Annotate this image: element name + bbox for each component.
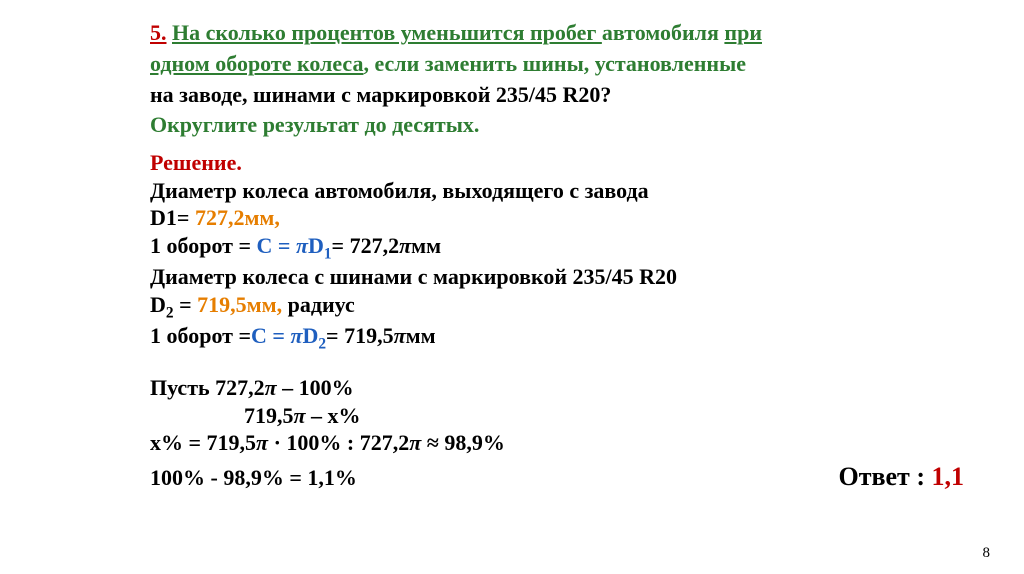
page-number: 8 (983, 545, 991, 562)
sol-d2-desc: Диаметр колеса с шинами с маркировкой 23… (150, 263, 964, 291)
r1-pi2: π (399, 233, 411, 258)
let2-pi: π (294, 403, 306, 428)
answer-block: Ответ : 1,1 (838, 461, 964, 494)
d1-pre: D1= (150, 205, 195, 230)
r2-unit: мм (406, 323, 436, 348)
x-a: х% = 719,5 (150, 430, 256, 455)
r2-a: 1 оборот = (150, 323, 251, 348)
q-text-1b: автомобиля (602, 20, 725, 45)
d2-val: 719,5мм, (197, 292, 287, 317)
x-pi1: π (256, 430, 268, 455)
sol-d2-value: D2 = 719,5мм, радиус (150, 291, 964, 323)
answer-value: 1,1 (932, 462, 965, 491)
q-text-2a: одном обороте колеса (150, 51, 363, 76)
let1-b: – 100% (277, 375, 354, 400)
d2-post: = (174, 292, 198, 317)
d1-val: 727,2мм, (195, 205, 280, 230)
r1-b: С = (257, 233, 296, 258)
let1-a: Пусть 727,2 (150, 375, 265, 400)
let2-b: – х% (306, 403, 361, 428)
r2-pi1: π (290, 323, 302, 348)
sol-let1: Пусть 727,2π – 100% (150, 374, 964, 402)
question-number: 5. (150, 20, 167, 45)
x-pi2: π (409, 430, 421, 455)
r1-a: 1 оборот = (150, 233, 257, 258)
d2-rad: радиус (288, 292, 355, 317)
r2-sub: 2 (318, 336, 326, 353)
question-block: 5. На сколько процентов уменьшится пробе… (150, 18, 964, 141)
solution-block: Решение. Диаметр колеса автомобиля, выхо… (150, 149, 964, 493)
solution-heading: Решение. (150, 149, 964, 177)
r2-b: С = (251, 323, 290, 348)
sol-rev1: 1 оборот = С = πD1= 727,2πмм (150, 232, 964, 264)
sol-x: х% = 719,5π · 100% : 727,2π ≈ 98,9% (150, 429, 964, 457)
q-round-text: Округлите результат до десятых. (150, 112, 479, 137)
sol-d1-value: D1= 727,2мм, (150, 204, 964, 232)
r2-d: D (302, 323, 318, 348)
r1-unit: мм (411, 233, 441, 258)
sol-final: 100% - 98,9% = 1,1% (150, 464, 357, 492)
q-text-1a: На сколько процентов уменьшится пробег (172, 20, 602, 45)
document-body: 5. На сколько процентов уменьшится пробе… (0, 0, 1024, 493)
r2-pi2: π (394, 323, 406, 348)
sol-d1-desc: Диаметр колеса автомобиля, выходящего с … (150, 177, 964, 205)
r2-val: = 719,5 (326, 323, 394, 348)
answer-row: 100% - 98,9% = 1,1% Ответ : 1,1 (150, 461, 964, 494)
question-line-3: на заводе, шинами с маркировкой 235/45 R… (150, 80, 964, 111)
question-line-2: одном обороте колеса, если заменить шины… (150, 49, 964, 80)
question-line-1: 5. На сколько процентов уменьшится пробе… (150, 18, 964, 49)
answer-label: Ответ : (838, 462, 931, 491)
sol-let2: 719,5π – х% (150, 402, 964, 430)
r1-d: D (308, 233, 324, 258)
q-text-3: на заводе, шинами с маркировкой 235/45 R… (150, 82, 611, 107)
sol-rev2: 1 оборот =С = πD2= 719,5πмм (150, 322, 964, 354)
let1-pi: π (265, 375, 277, 400)
solution-heading-text: Решение. (150, 150, 242, 175)
q-text-1c: при (724, 20, 762, 45)
d2-sub: 2 (166, 304, 174, 321)
spacer (150, 354, 964, 374)
r1-pi1: π (296, 233, 308, 258)
r1-val: = 727,2 (332, 233, 400, 258)
question-round: Округлите результат до десятых. (150, 110, 964, 141)
x-b: · 100% : 727,2 (268, 430, 409, 455)
q-text-2b: , если заменить шины, установленные (363, 51, 746, 76)
d2-pre: D (150, 292, 166, 317)
r1-sub: 1 (324, 245, 332, 262)
let2-a: 719,5 (244, 403, 294, 428)
x-c: ≈ 98,9% (421, 430, 505, 455)
